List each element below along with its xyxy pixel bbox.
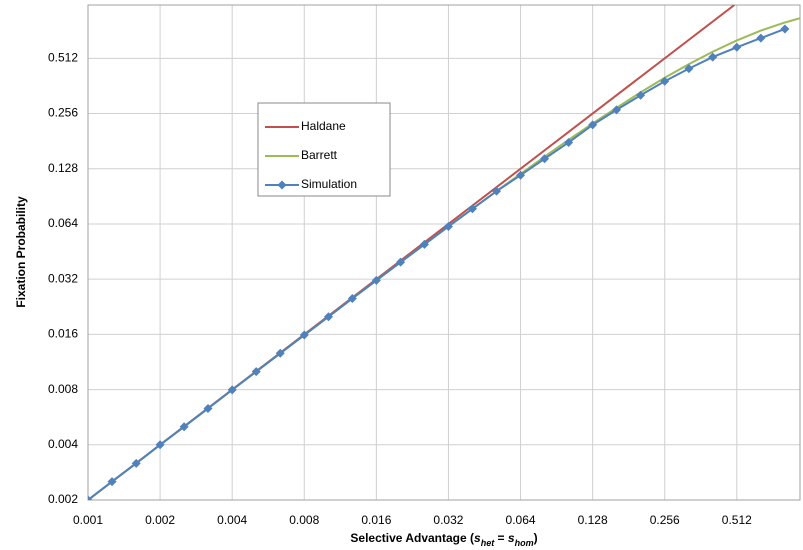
- x-axis-title: Selective Advantage (shet = shom): [350, 531, 537, 548]
- marker: [708, 52, 718, 62]
- y-tick-label: 0.008: [48, 382, 78, 396]
- x-axis-title-part: Selective Advantage (: [350, 531, 474, 545]
- marker: [227, 385, 237, 395]
- x-tick-label: 0.004: [217, 513, 247, 527]
- marker: [396, 257, 406, 267]
- marker: [179, 422, 189, 432]
- y-tick-label: 0.064: [48, 216, 78, 230]
- y-axis-title: Fixation Probability: [14, 196, 28, 308]
- marker: [275, 348, 285, 358]
- y-tick-label: 0.128: [48, 161, 78, 175]
- marker: [516, 170, 526, 180]
- marker: [611, 105, 621, 115]
- marker: [780, 24, 790, 34]
- x-axis-title-part: ): [534, 531, 538, 545]
- marker: [155, 440, 165, 450]
- x-axis-title-part: =: [494, 531, 508, 545]
- x-tick-label: 0.008: [289, 513, 319, 527]
- x-tick-label: 0.016: [361, 513, 391, 527]
- legend-label: Barrett: [301, 148, 338, 162]
- marker: [419, 239, 429, 249]
- y-tick-label: 0.004: [48, 437, 78, 451]
- marker: [756, 33, 766, 43]
- marker: [660, 76, 670, 86]
- marker: [443, 221, 453, 231]
- marker: [732, 42, 742, 52]
- marker: [324, 312, 334, 322]
- plot-border: [87, 4, 801, 501]
- marker: [88, 495, 93, 500]
- x-tick-label: 0.002: [145, 513, 175, 527]
- marker: [347, 294, 357, 304]
- marker: [131, 458, 141, 468]
- marker: [371, 275, 381, 285]
- x-tick-label: 0.512: [722, 513, 752, 527]
- series-layer: [88, 5, 800, 500]
- marker: [684, 64, 694, 74]
- series-line: [88, 28, 786, 500]
- x-axis-title-part: s: [474, 531, 481, 545]
- x-tick-label: 0.001: [73, 513, 103, 527]
- y-tick-label: 0.256: [48, 106, 78, 120]
- marker: [203, 403, 213, 413]
- x-tick-label: 0.032: [433, 513, 463, 527]
- marker: [564, 137, 574, 147]
- y-tick-label: 0.016: [48, 327, 78, 341]
- legend: Haldane Barrett Simulation: [257, 102, 391, 197]
- marker: [467, 204, 477, 214]
- marker: [251, 367, 261, 377]
- legend-label: Simulation: [301, 177, 357, 191]
- marker: [107, 477, 117, 487]
- marker: [299, 330, 309, 340]
- y-tick-label: 0.512: [48, 50, 78, 64]
- marker: [492, 186, 502, 196]
- marker: [540, 154, 550, 164]
- y-tick-label: 0.032: [48, 271, 78, 285]
- legend-label: Haldane: [301, 119, 346, 133]
- x-axis-title-part: het: [481, 538, 496, 548]
- y-tick-label: 0.002: [48, 492, 78, 506]
- legend-box: [257, 102, 391, 197]
- marker: [277, 180, 287, 190]
- x-axis-title-part: s: [508, 531, 515, 545]
- x-axis-title-part: hom: [515, 538, 534, 548]
- x-tick-label: 0.256: [650, 513, 680, 527]
- x-tick-label: 0.064: [506, 513, 536, 527]
- marker: [636, 90, 646, 100]
- marker: [588, 120, 598, 130]
- x-tick-label: 0.128: [578, 513, 608, 527]
